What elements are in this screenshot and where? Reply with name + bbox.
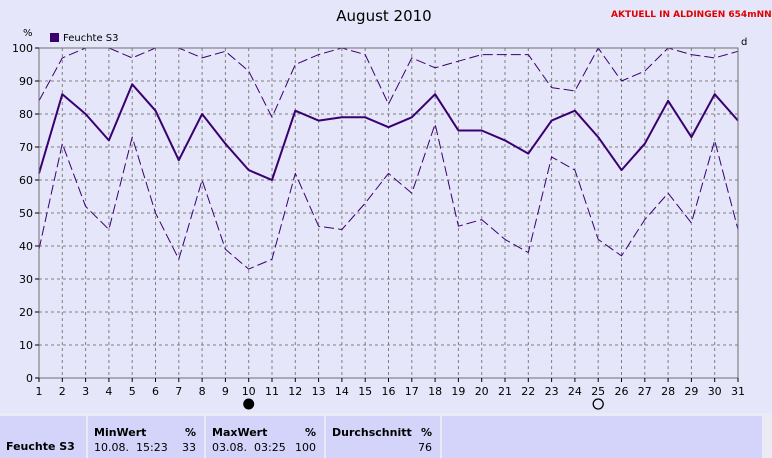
- min-datetime: 10.08. 15:23: [94, 441, 168, 454]
- x-tick-label: 11: [265, 385, 279, 398]
- x-tick-label: 27: [638, 385, 652, 398]
- status-notice: AKTUELL IN ALDINGEN 654mNN: [611, 10, 772, 20]
- sensor-cell: Feuchte S3: [0, 416, 86, 458]
- x-tick-label: 16: [382, 385, 396, 398]
- x-tick-label: 29: [684, 385, 698, 398]
- min-value: 33: [182, 441, 196, 454]
- x-tick-label: 23: [545, 385, 559, 398]
- x-tick-label: 31: [731, 385, 745, 398]
- x-tick-label: 10: [242, 385, 256, 398]
- y-tick-label: 100: [12, 42, 33, 55]
- min-header: MinWert: [94, 426, 147, 439]
- max-unit: %: [304, 426, 316, 439]
- x-tick-label: 22: [521, 385, 535, 398]
- x-tick-label: 19: [451, 385, 465, 398]
- sensor-label: Feuchte S3: [6, 440, 75, 453]
- x-tick-label: 25: [591, 385, 605, 398]
- y-tick-label: 40: [19, 240, 33, 253]
- x-tick-label: 2: [59, 385, 66, 398]
- avg-value: 76: [418, 441, 432, 454]
- y-tick-label: 90: [19, 75, 33, 88]
- new-moon-core: [244, 400, 253, 408]
- moon-phases: [243, 398, 604, 410]
- series-line-mean: [38, 83, 739, 181]
- avg-unit: %: [420, 426, 432, 439]
- x-tick-label: 9: [222, 385, 229, 398]
- min-value-cell: MinWert % 10.08. 15:23 33: [88, 416, 204, 458]
- empty-cell: [442, 416, 762, 458]
- x-tick-label: 12: [288, 385, 302, 398]
- x-tick-label: 8: [199, 385, 206, 398]
- y-tick-label: 50: [19, 207, 33, 220]
- x-tick-label: 4: [105, 385, 112, 398]
- y-tick-label: 80: [19, 108, 33, 121]
- y-tick-label: 10: [19, 339, 33, 352]
- avg-header: Durchschnitt: [332, 426, 412, 439]
- stats-panel: Feuchte S3 MinWert % 10.08. 15:23 33 Max…: [0, 413, 772, 458]
- x-tick-label: 14: [335, 385, 349, 398]
- min-unit: %: [184, 426, 196, 439]
- max-header: MaxWert: [212, 426, 268, 439]
- x-tick-label: 20: [475, 385, 489, 398]
- legend: Feuchte S3: [50, 33, 119, 44]
- max-date: 03.08.: [212, 441, 247, 454]
- x-tick-label: 3: [82, 385, 89, 398]
- x-tick-label: 17: [405, 385, 419, 398]
- series-line-min: [38, 123, 739, 270]
- grid: [39, 48, 738, 378]
- chart-title: August 2010: [336, 7, 431, 25]
- legend-swatch: [50, 33, 59, 42]
- y-tick-label: 70: [19, 141, 33, 154]
- x-tick-label: 30: [708, 385, 722, 398]
- x-tick-label: 5: [129, 385, 136, 398]
- x-tick-label: 13: [312, 385, 326, 398]
- x-axis: 1 2 3 4 5 6 7 8 9 10 11 12 13 14 15 16 17 18 19 20 21 22 23 24 2…: [36, 378, 745, 398]
- min-date: 10.08.: [94, 441, 129, 454]
- max-value-cell: MaxWert % 03.08. 03:25 100: [206, 416, 324, 458]
- legend-label: Feuchte S3: [63, 33, 119, 44]
- max-time: 03:25: [254, 441, 286, 454]
- y-axis-unit-right: d: [741, 37, 747, 48]
- y-tick-label: 30: [19, 273, 33, 286]
- y-tick-label: 0: [26, 372, 33, 385]
- x-tick-label: 21: [498, 385, 512, 398]
- y-tick-label: 20: [19, 306, 33, 319]
- x-tick-label: 15: [358, 385, 372, 398]
- x-tick-label: 24: [568, 385, 582, 398]
- x-tick-label: 18: [428, 385, 442, 398]
- y-tick-label: 60: [19, 174, 33, 187]
- max-value: 100: [295, 441, 316, 454]
- max-datetime: 03.08. 03:25: [212, 441, 286, 454]
- x-tick-label: 26: [615, 385, 629, 398]
- x-tick-label: 7: [175, 385, 182, 398]
- y-axis: 0 10 20 30 40 50 60 70 80 90 100: [12, 42, 39, 385]
- average-cell: Durchschnitt % 76: [326, 416, 440, 458]
- x-tick-label: 6: [152, 385, 159, 398]
- min-time: 15:23: [136, 441, 168, 454]
- full-moon-icon: [592, 398, 604, 410]
- y-axis-unit: %: [23, 28, 33, 39]
- x-tick-label: 28: [661, 385, 675, 398]
- x-tick-label: 1: [36, 385, 43, 398]
